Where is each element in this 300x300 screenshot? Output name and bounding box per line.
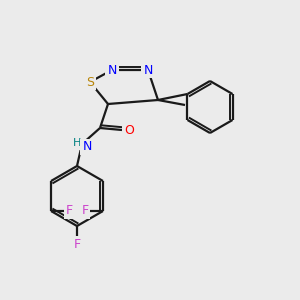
Text: F: F [65,205,73,218]
Text: S: S [86,76,94,88]
Text: N: N [107,64,117,76]
Text: H: H [73,138,81,148]
Text: F: F [81,205,88,218]
Text: O: O [124,124,134,136]
Text: F: F [74,238,81,250]
Text: N: N [82,140,92,154]
Text: N: N [143,64,153,76]
